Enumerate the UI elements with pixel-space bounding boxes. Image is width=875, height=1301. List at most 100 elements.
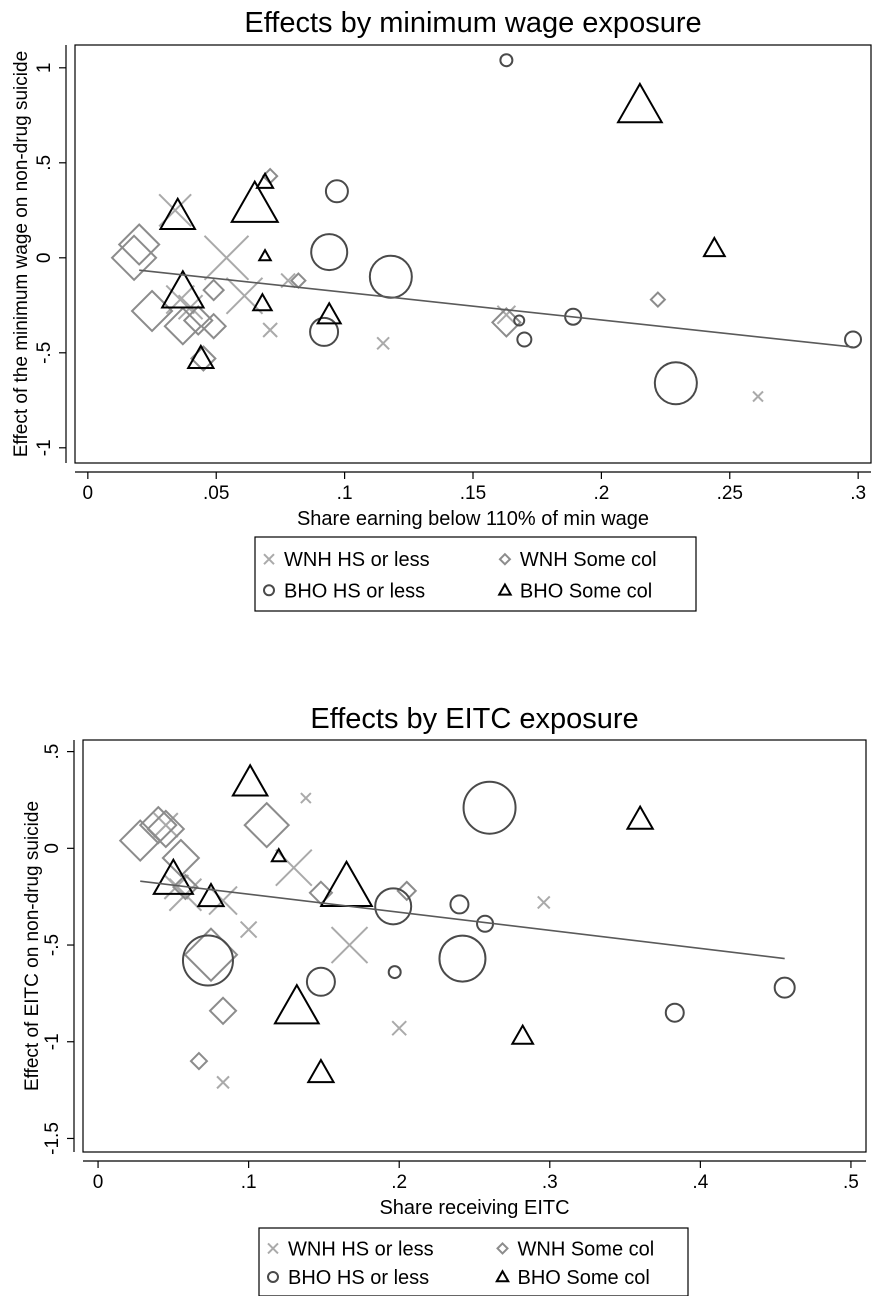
data-point: [161, 838, 201, 878]
data-point: [273, 983, 321, 1025]
data-point: [138, 805, 178, 845]
data-point: [773, 976, 796, 999]
data-point: [118, 819, 162, 862]
data-point: [160, 269, 206, 309]
y-tick-label: -1: [34, 439, 55, 456]
x-tick-label: .15: [460, 483, 486, 504]
series-x: [158, 193, 764, 403]
chart-title: Effects by minimum wage exposure: [244, 7, 701, 39]
data-point: [182, 305, 214, 336]
x-tick-label: 0: [83, 483, 94, 504]
data-point: [309, 316, 340, 347]
data-point: [196, 882, 226, 908]
x-tick-label: .05: [203, 483, 229, 504]
y-tick-label: -.5: [34, 342, 55, 364]
series-triangle: [158, 81, 727, 369]
data-point: [649, 291, 667, 309]
series-circle: [309, 53, 863, 406]
data-point: [310, 233, 349, 272]
fit-line: [140, 880, 785, 960]
data-point: [306, 1058, 336, 1084]
legend: WNH HS or less WNH Some col BHO HS or less…: [254, 536, 697, 612]
data-point: [449, 894, 470, 915]
series-diamond: [110, 167, 667, 372]
legend-marker: [498, 552, 512, 566]
legend-label: BHO HS or less: [284, 580, 425, 602]
data-point: [257, 248, 273, 262]
data-point: [462, 780, 517, 835]
y-axis-label: Effect of the minimum wage on non-drug s…: [11, 51, 32, 457]
series-triangle: [152, 763, 655, 1084]
data-point: [315, 301, 343, 325]
data-point: [225, 277, 264, 315]
chart-title: Effects by EITC exposure: [310, 703, 638, 735]
plot-frame: [82, 739, 867, 1153]
x-tick-label: .1: [241, 1172, 257, 1193]
data-point: [537, 895, 551, 910]
legend-marker: [495, 1269, 510, 1283]
data-point: [186, 343, 216, 369]
x-tick-label: .3: [542, 1172, 558, 1193]
data-point: [625, 804, 655, 830]
data-point: [181, 934, 234, 987]
data-point: [308, 880, 334, 906]
legend-marker: [267, 1270, 279, 1283]
legend-marker: [263, 553, 275, 565]
data-point: [231, 763, 270, 797]
series-x: [153, 792, 551, 1090]
chart-min-wage: Effects by minimum wage exposure 0 .05 .1 .1…: [11, 7, 872, 612]
legend-marker: [267, 1242, 279, 1255]
legend-marker: [496, 1241, 509, 1255]
plot-frame: [74, 44, 872, 464]
data-point: [702, 235, 727, 258]
data-point: [330, 926, 369, 964]
data-point: [300, 792, 312, 804]
x-tick-label: .2: [593, 483, 609, 504]
data-point: [163, 306, 203, 346]
legend-label: BHO Some col: [520, 580, 652, 602]
data-point: [305, 966, 336, 997]
legend-box: [258, 1227, 689, 1297]
y-axis-label: Effect of EITC on non-drug suicide: [22, 801, 43, 1091]
data-point: [270, 847, 288, 863]
x-tick-label: .2: [391, 1172, 407, 1193]
legend-label: WNH HS or less: [284, 549, 430, 571]
data-point: [752, 390, 764, 403]
data-point: [376, 336, 390, 351]
legend-marker: [497, 582, 513, 596]
data-point: [255, 171, 275, 189]
data-point: [319, 859, 374, 907]
legend: WNH HS or less WNH Some col BHO HS or less…: [258, 1227, 689, 1297]
data-point: [396, 880, 418, 902]
y-tick-label: -1.5: [42, 1122, 63, 1155]
data-point: [189, 1051, 209, 1071]
legend-label: WNH Some col: [518, 1238, 655, 1260]
legend-box: [254, 536, 697, 612]
x-axis-label: Share earning below 110% of min wage: [297, 508, 649, 530]
chart-eitc: Effects by EITC exposure 0 .1 .2 .3 .4 .5 Share…: [22, 703, 867, 1297]
data-point: [146, 809, 186, 849]
data-point: [653, 361, 698, 406]
series-diamond: [118, 801, 418, 1071]
data-point: [368, 254, 413, 299]
data-point: [513, 314, 526, 327]
data-point: [110, 234, 158, 282]
data-point: [153, 812, 179, 838]
data-point: [208, 885, 238, 916]
data-point: [117, 223, 161, 266]
data-point: [152, 857, 195, 895]
fit-line: [139, 269, 854, 348]
data-point: [158, 196, 197, 230]
data-point: [130, 289, 174, 333]
y-tick-label: 0: [42, 843, 63, 854]
data-point: [616, 81, 664, 124]
data-point: [200, 312, 228, 340]
legend-marker: [263, 584, 275, 597]
data-point: [387, 965, 402, 980]
data-point: [490, 306, 522, 338]
data-point: [239, 920, 258, 939]
y-tick-label: 1: [34, 63, 55, 74]
data-point: [251, 292, 274, 312]
legend-label: BHO HS or less: [288, 1267, 429, 1289]
data-point: [844, 330, 863, 349]
